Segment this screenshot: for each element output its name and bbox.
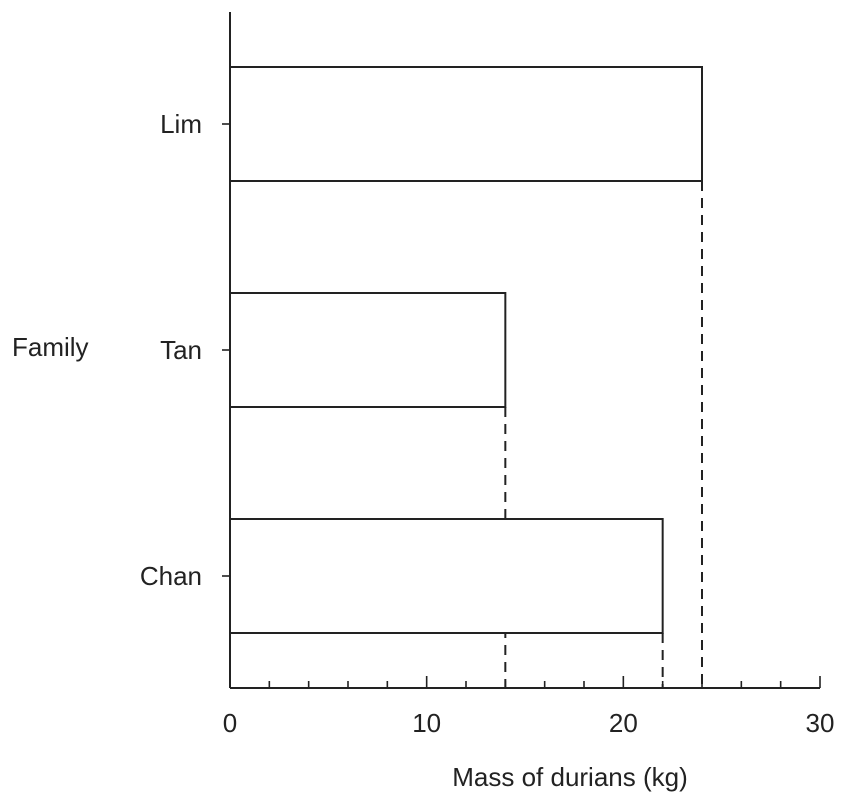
bars [229, 66, 703, 634]
y-axis-title: Family [12, 332, 89, 362]
x-tick-label-20: 20 [609, 708, 638, 738]
x-axis-tick-labels: 0 10 20 30 [223, 708, 835, 738]
x-axis-title: Mass of durians (kg) [452, 762, 688, 792]
x-tick-label-30: 30 [806, 708, 835, 738]
category-label-tan: Tan [160, 335, 202, 365]
x-axis-ticks [222, 123, 821, 688]
x-tick-label-10: 10 [412, 708, 441, 738]
category-label-chan: Chan [140, 561, 202, 591]
x-tick-label-0: 0 [223, 708, 237, 738]
bar-chan [229, 518, 664, 634]
bar-tan [229, 292, 507, 408]
category-label-lim: Lim [160, 109, 202, 139]
y-axis-category-labels: Lim Tan Chan [140, 109, 202, 591]
bar-lim [229, 66, 703, 182]
